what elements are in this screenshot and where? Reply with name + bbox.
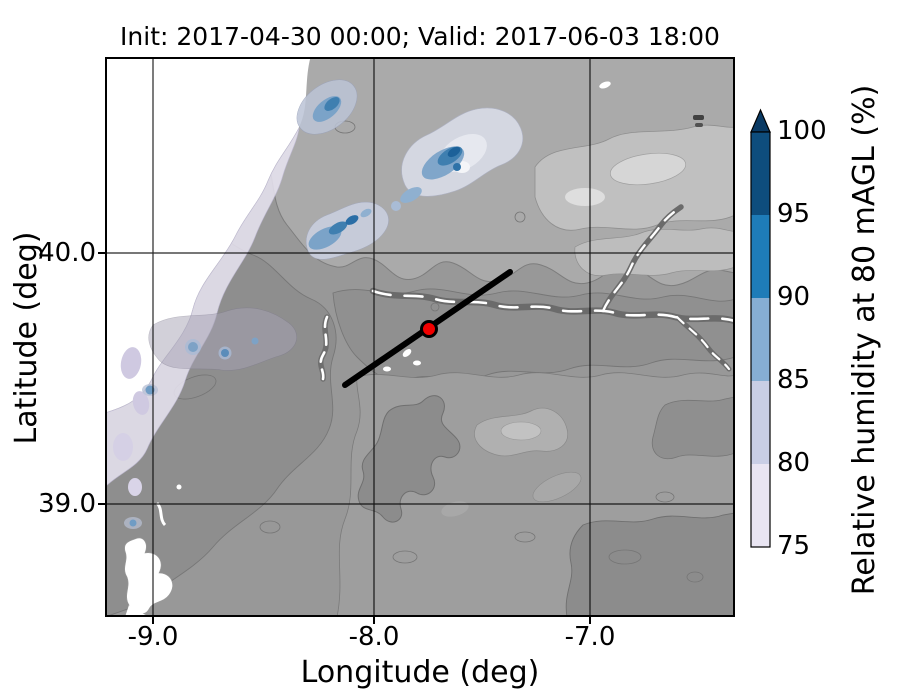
colorbar-tick-label: 95 (777, 199, 811, 229)
estuary (124, 484, 182, 617)
colorbar-tick-label: 80 (777, 448, 811, 478)
x-tick-label: -9.0 (127, 622, 179, 652)
y-tick-mark (98, 252, 105, 254)
colorbar-segment-75-80 (751, 464, 770, 547)
y-axis-label: Latitude (deg) (9, 231, 44, 445)
colorbar-tick-label: 75 (777, 531, 811, 561)
colorbar-extend-arrow (750, 108, 771, 133)
location-marker (420, 320, 438, 338)
x-tick-mark (152, 617, 154, 624)
x-tick-mark (589, 617, 591, 624)
colorbar-tick-label: 85 (777, 365, 811, 395)
colorbar-label: Relative humidity at 80 mAGL (%) (847, 84, 882, 596)
colorbar-segment-95-100 (751, 132, 770, 215)
grid-lines (105, 57, 735, 617)
y-tick-label: 39.0 (38, 489, 96, 519)
colorbar-tick-label: 90 (777, 282, 811, 312)
colorbar-tick-label: 100 (777, 116, 827, 146)
plot-border (105, 57, 735, 617)
colorbar-segment-80-85 (751, 381, 770, 464)
plot-title: Init: 2017-04-30 00:00; Valid: 2017-06-0… (120, 22, 720, 51)
y-tick-label: 40.0 (38, 238, 96, 268)
ridge-humidity-patches (296, 79, 523, 260)
x-tick-label: -7.0 (564, 622, 616, 652)
y-tick-mark (98, 503, 105, 505)
x-axis-label: Longitude (deg) (300, 655, 540, 690)
colorbar-segment-85-90 (751, 298, 770, 381)
colorbar-segment-90-95 (751, 215, 770, 298)
river-network (318, 204, 735, 382)
colorbar-outline (750, 131, 771, 548)
colorbar (750, 108, 771, 548)
x-tick-label: -8.0 (348, 622, 400, 652)
x-tick-mark (373, 617, 375, 624)
map-plot (105, 57, 735, 617)
